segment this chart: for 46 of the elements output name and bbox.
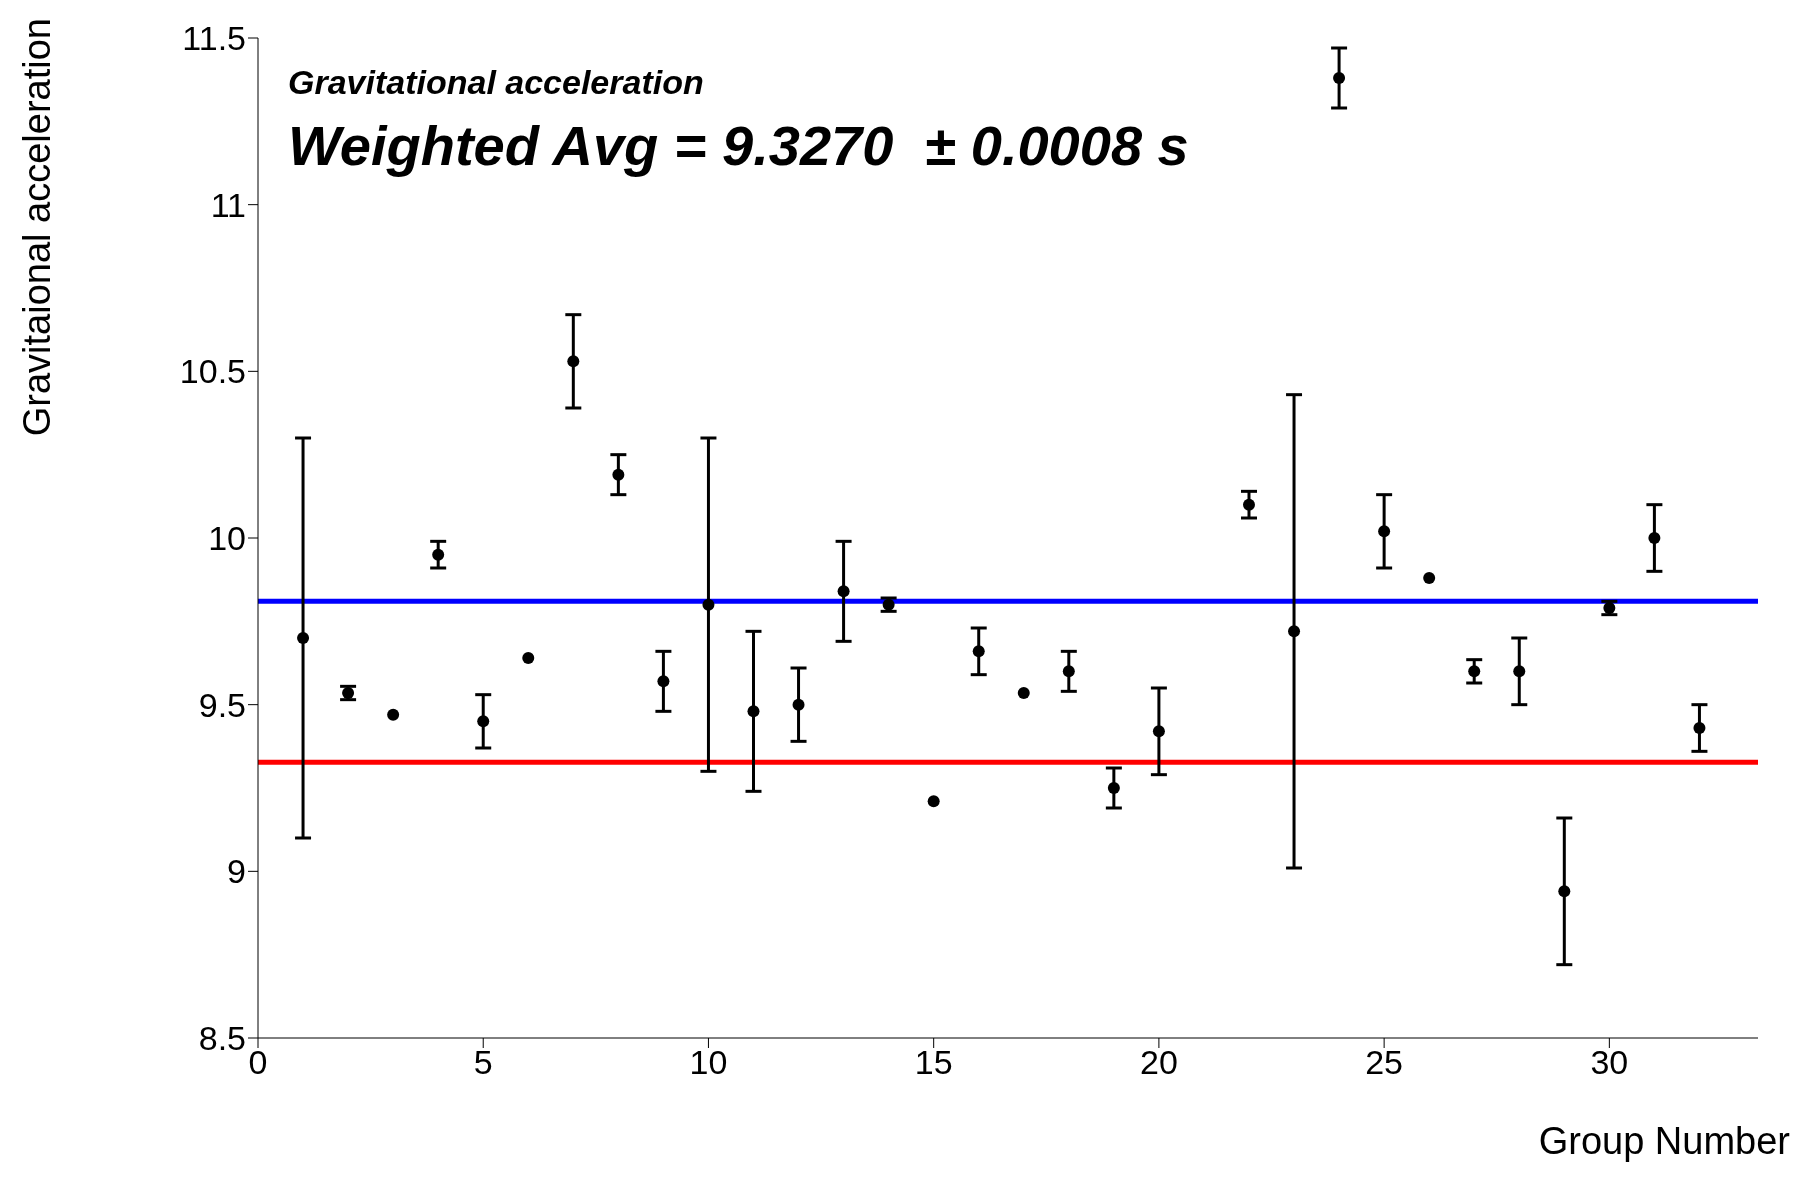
y-tick-label: 11.5: [182, 19, 246, 58]
point: [567, 355, 580, 368]
x-tick-label: 30: [1590, 1043, 1629, 1082]
point: [1693, 722, 1706, 734]
point: [432, 548, 445, 561]
x-tick-label: 25: [1365, 1043, 1404, 1082]
y-axis-title: Gravitaional acceleration: [16, 18, 58, 439]
point: [747, 705, 760, 718]
annotation: Gravitational acceleration: [288, 63, 704, 102]
x-tick-label: 15: [914, 1043, 953, 1082]
point: [1062, 665, 1075, 678]
y-tick-label: 9.5: [198, 685, 246, 724]
point: [792, 698, 805, 711]
y-tick-label: 11: [210, 185, 246, 224]
point: [1333, 72, 1346, 84]
point: [1288, 625, 1301, 638]
annotation: Weighted Avg = 9.3270 ± 0.0008 s: [288, 113, 1189, 178]
point: [1152, 725, 1165, 738]
point: [1107, 782, 1120, 794]
x-tick-label: 5: [473, 1043, 493, 1082]
point: [927, 795, 940, 808]
point: [1017, 687, 1030, 699]
point: [477, 715, 490, 728]
point: [1558, 885, 1571, 898]
point: [1242, 498, 1255, 511]
point: [387, 708, 400, 721]
x-tick-label: 20: [1139, 1043, 1178, 1082]
point: [522, 652, 535, 664]
point: [1513, 665, 1526, 678]
point: [657, 675, 670, 688]
y-tick-label: 8.5: [198, 1019, 246, 1058]
point: [1423, 572, 1436, 584]
point: [297, 632, 310, 644]
x-tick-label: 10: [689, 1043, 728, 1082]
point: [1378, 525, 1391, 538]
point: [972, 645, 985, 658]
x-axis-title: Group Number: [1538, 1120, 1790, 1163]
point: [612, 468, 625, 481]
y-tick-label: 10.5: [179, 352, 246, 391]
x-tick-label: 0: [248, 1043, 268, 1082]
point: [1468, 665, 1481, 678]
point: [1648, 532, 1661, 544]
point: [702, 598, 715, 611]
y-tick-label: 10: [208, 519, 246, 558]
point: [837, 585, 850, 598]
y-tick-label: 9: [227, 852, 246, 891]
